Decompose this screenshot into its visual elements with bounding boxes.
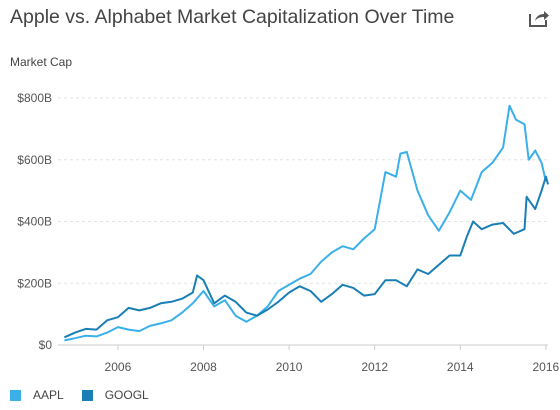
- share-icon[interactable]: [528, 8, 550, 28]
- x-tick-label: 2008: [190, 360, 217, 374]
- legend-swatch-googl: [81, 389, 93, 401]
- legend-item-googl[interactable]: GOOGL: [81, 388, 149, 402]
- legend-item-aapl[interactable]: AAPL: [10, 388, 64, 402]
- series-line-aapl: [64, 104, 547, 342]
- chart-title: Apple vs. Alphabet Market Capitalization…: [10, 6, 455, 28]
- x-tick-label: 2012: [361, 360, 388, 374]
- y-tick-label: $400B: [17, 215, 52, 229]
- legend-swatch-aapl: [10, 389, 21, 401]
- x-tick-label: 2016: [533, 360, 560, 374]
- x-tick-label: 2014: [447, 360, 474, 374]
- series-line-googl: [63, 175, 549, 339]
- legend-label-googl: GOOGL: [104, 388, 149, 402]
- legend: AAPL GOOGL: [10, 388, 167, 402]
- x-tick-label: 2006: [105, 360, 132, 374]
- y-tick-label: $200B: [17, 276, 52, 290]
- y-tick-label: $800B: [17, 91, 52, 105]
- y-tick-label: $600B: [17, 153, 52, 167]
- legend-label-aapl: AAPL: [33, 388, 64, 402]
- x-tick-label: 2010: [276, 360, 303, 374]
- y-tick-label: $0: [39, 338, 53, 352]
- y-axis-label: Market Cap: [10, 55, 73, 69]
- line-chart: $0 $200B $400B $600B $800B 2006 2008 2010 2012 20…: [17, 91, 560, 374]
